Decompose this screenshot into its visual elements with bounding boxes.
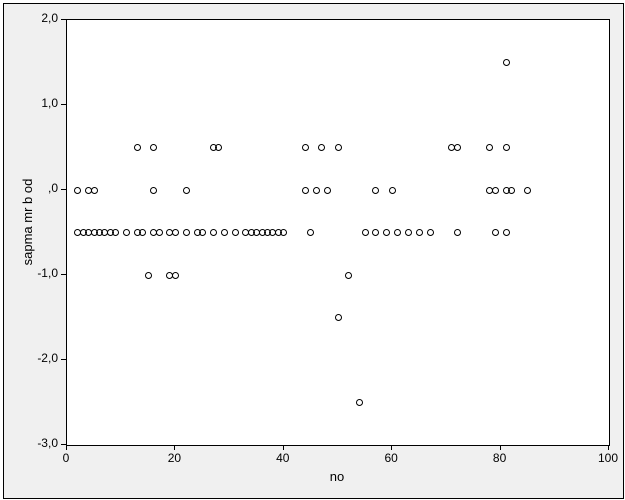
y-tick-label: -1,0 [37, 266, 58, 280]
scatter-point [416, 229, 423, 236]
x-tick [283, 445, 284, 450]
scatter-point [486, 144, 493, 151]
scatter-point [215, 144, 222, 151]
x-tick-label: 20 [159, 451, 189, 465]
scatter-point [372, 229, 379, 236]
scatter-point [394, 229, 401, 236]
scatter-point [492, 187, 499, 194]
scatter-point [150, 187, 157, 194]
scatter-point [172, 272, 179, 279]
scatter-point [362, 229, 369, 236]
scatter-point [383, 229, 390, 236]
chart-frame: no sapma mr b od 0 20 40 60 80 100 -3,0 -2,0 -1,… [3, 3, 624, 499]
scatter-point [91, 187, 98, 194]
scatter-point [503, 144, 510, 151]
scatter-point [508, 187, 515, 194]
scatter-point [492, 229, 499, 236]
scatter-point [199, 229, 206, 236]
x-axis-title: no [66, 469, 608, 484]
scatter-point [307, 229, 314, 236]
scatter-point [356, 399, 363, 406]
x-tick [66, 445, 67, 450]
scatter-point [134, 144, 141, 151]
scatter-point [454, 144, 461, 151]
scatter-point [112, 229, 119, 236]
plot-area [66, 19, 610, 446]
y-tick [61, 19, 66, 20]
scatter-point [302, 144, 309, 151]
scatter-point [183, 187, 190, 194]
scatter-point [335, 144, 342, 151]
x-tick-label: 0 [51, 451, 81, 465]
scatter-point [324, 187, 331, 194]
scatter-point [139, 229, 146, 236]
scatter-point [156, 229, 163, 236]
scatter-point [524, 187, 531, 194]
scatter-point [454, 229, 461, 236]
y-axis-title: sapma mr b od [20, 162, 35, 282]
scatter-point [210, 229, 217, 236]
scatter-point [145, 272, 152, 279]
scatter-point [335, 314, 342, 321]
scatter-point [427, 229, 434, 236]
x-tick-label: 80 [485, 451, 515, 465]
scatter-point [372, 187, 379, 194]
scatter-point [302, 187, 309, 194]
scatter-point [389, 187, 396, 194]
x-tick [608, 445, 609, 450]
scatter-point [183, 229, 190, 236]
x-tick-label: 100 [593, 451, 623, 465]
scatter-point [318, 144, 325, 151]
scatter-point [150, 144, 157, 151]
x-tick-label: 60 [376, 451, 406, 465]
y-tick-label: ,0 [48, 181, 58, 195]
scatter-point [172, 229, 179, 236]
x-tick-label: 40 [268, 451, 298, 465]
scatter-point [221, 229, 228, 236]
y-tick-label: 1,0 [41, 96, 58, 110]
x-tick [500, 445, 501, 450]
scatter-point [503, 59, 510, 66]
scatter-point [123, 229, 130, 236]
scatter-point [345, 272, 352, 279]
scatter-point [74, 187, 81, 194]
scatter-point [280, 229, 287, 236]
y-tick [61, 189, 66, 190]
y-tick-label: -2,0 [37, 351, 58, 365]
scatter-point [232, 229, 239, 236]
scatter-point [503, 229, 510, 236]
x-tick [174, 445, 175, 450]
y-tick [61, 359, 66, 360]
y-tick [61, 444, 66, 445]
y-tick [61, 104, 66, 105]
y-tick [61, 274, 66, 275]
y-tick-label: 2,0 [41, 11, 58, 25]
scatter-point [313, 187, 320, 194]
x-tick [391, 445, 392, 450]
scatter-point [405, 229, 412, 236]
y-tick-label: -3,0 [37, 436, 58, 450]
